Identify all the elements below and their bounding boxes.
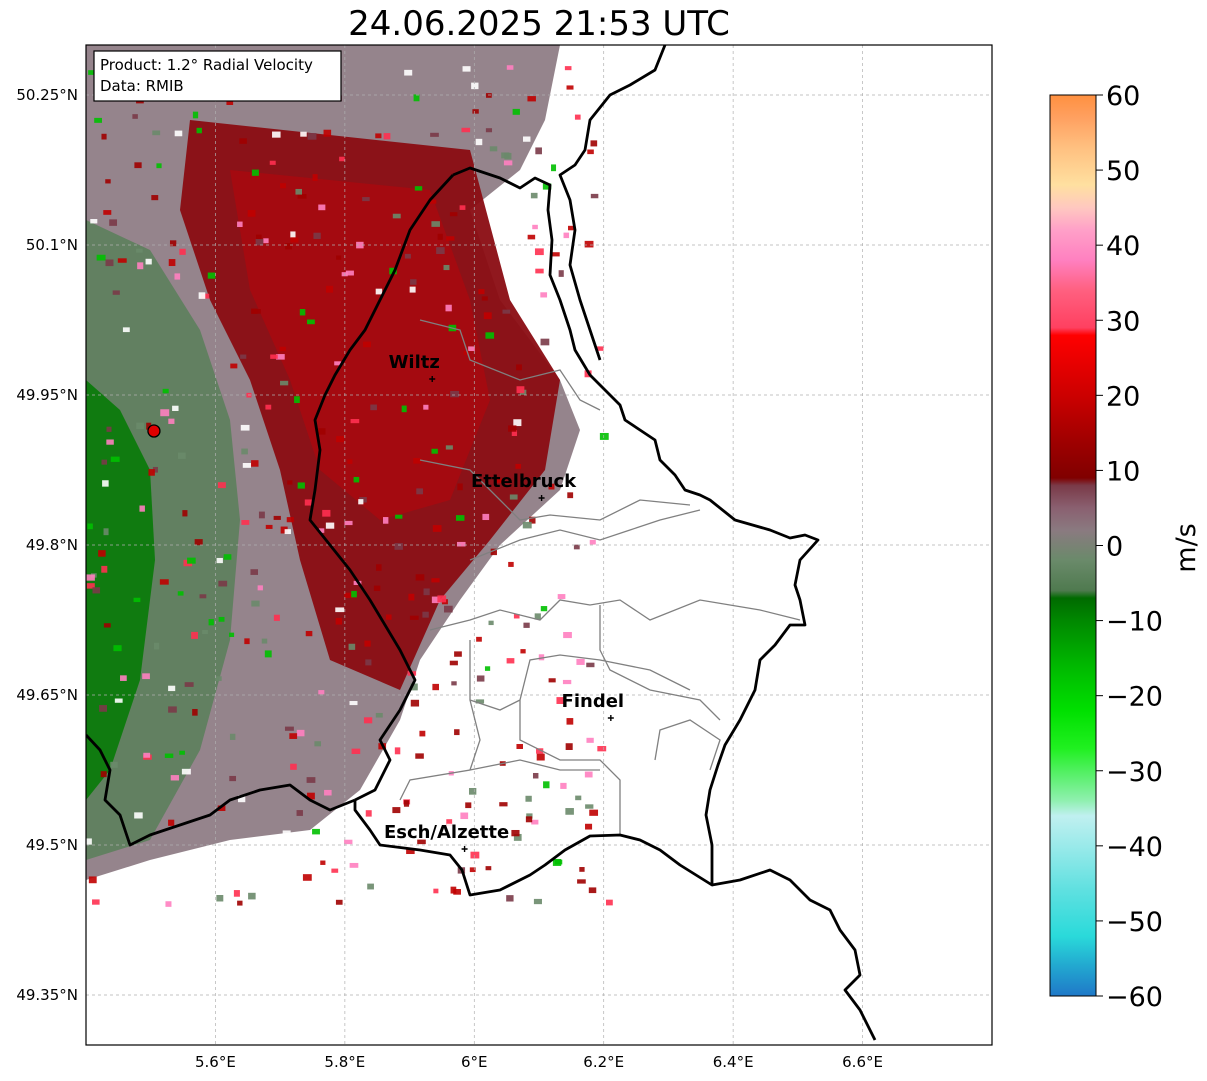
radar-velocity-layer bbox=[86, 45, 613, 907]
colorbar: 60 50 40 30 20 10 0 −10 −20 −30 −40 −50 −60 m/s bbox=[1049, 81, 1202, 1013]
city-labels: Wiltz Ettelbruck Findel Esch/Alzette bbox=[384, 352, 624, 852]
city-marker bbox=[607, 715, 614, 721]
colorbar-tick-label: 30 bbox=[1106, 306, 1140, 337]
colorbar-tick-label: 0 bbox=[1106, 532, 1123, 563]
france-belgium-border bbox=[86, 734, 356, 847]
germany-border bbox=[558, 45, 877, 1041]
colorbar-tick-label: −40 bbox=[1106, 832, 1163, 863]
city-label: Esch/Alzette bbox=[384, 822, 509, 843]
boundaries bbox=[86, 45, 877, 1041]
radar-echo-outbound-core bbox=[230, 170, 490, 520]
lat-tick-label: 49.5°N bbox=[26, 836, 78, 854]
info-box-frame bbox=[93, 50, 342, 102]
map-gridlines bbox=[86, 45, 992, 1045]
city-marker bbox=[538, 495, 545, 501]
lon-tick-label: 6.4°E bbox=[713, 1053, 754, 1071]
lon-tick-label: 6°E bbox=[461, 1053, 488, 1071]
colorbar-unit: m/s bbox=[1171, 523, 1202, 572]
lat-tick-label: 50.25°N bbox=[16, 86, 78, 104]
colorbar-tick-label: 40 bbox=[1106, 231, 1140, 262]
map-frame bbox=[85, 44, 993, 1046]
city-marker bbox=[461, 846, 468, 852]
lat-tick-label: 49.65°N bbox=[16, 686, 78, 704]
radar-site-marker bbox=[147, 424, 161, 438]
belgium-luxembourg-border bbox=[308, 174, 455, 802]
colorbar-tick-label: −30 bbox=[1106, 757, 1163, 788]
lat-tick-label: 49.35°N bbox=[16, 986, 78, 1004]
lat-tick-label: 49.8°N bbox=[26, 536, 78, 554]
lon-tick-label: 5.8°E bbox=[324, 1053, 365, 1071]
luxembourg-border bbox=[353, 166, 820, 897]
city-marker bbox=[429, 376, 436, 382]
colorbar-tick-label: 60 bbox=[1106, 81, 1140, 112]
colorbar-tick-label: 50 bbox=[1106, 156, 1140, 187]
lat-tick-label: 50.1°N bbox=[26, 236, 78, 254]
colorbar-tick-label: 20 bbox=[1106, 381, 1140, 412]
lon-tick-label: 6.6°E bbox=[842, 1053, 883, 1071]
colorbar-tick-label: 10 bbox=[1106, 456, 1140, 487]
info-product: Product: 1.2° Radial Velocity bbox=[100, 56, 313, 74]
lat-tick-label: 49.95°N bbox=[16, 386, 78, 404]
canton-boundaries bbox=[399, 319, 801, 835]
info-source: Data: RMIB bbox=[100, 77, 184, 95]
colorbar-tick-label: −10 bbox=[1106, 607, 1163, 638]
colorbar-ticks: 60 50 40 30 20 10 0 −10 −20 −30 −40 −50 −60 bbox=[1096, 81, 1163, 1013]
city-label: Wiltz bbox=[389, 352, 440, 373]
colorbar-scale bbox=[1049, 94, 1097, 997]
city-label: Findel bbox=[562, 691, 625, 712]
colorbar-tick-label: −20 bbox=[1106, 682, 1163, 713]
map-title: 24.06.2025 21:53 UTC bbox=[348, 4, 730, 44]
radar-speckles bbox=[86, 65, 613, 907]
colorbar-tick-label: −60 bbox=[1106, 982, 1163, 1013]
colorbar-tick-label: −50 bbox=[1106, 907, 1163, 938]
city-label: Ettelbruck bbox=[471, 471, 577, 492]
info-box: Product: 1.2° Radial Velocity Data: RMIB bbox=[93, 50, 342, 102]
axis-ticks: 5.6°E 5.8°E 6°E 6.2°E 6.4°E 6.6°E 50.25°N 50.1°… bbox=[16, 86, 883, 1071]
lon-tick-label: 6.2°E bbox=[583, 1053, 624, 1071]
lon-tick-label: 5.6°E bbox=[195, 1053, 236, 1071]
